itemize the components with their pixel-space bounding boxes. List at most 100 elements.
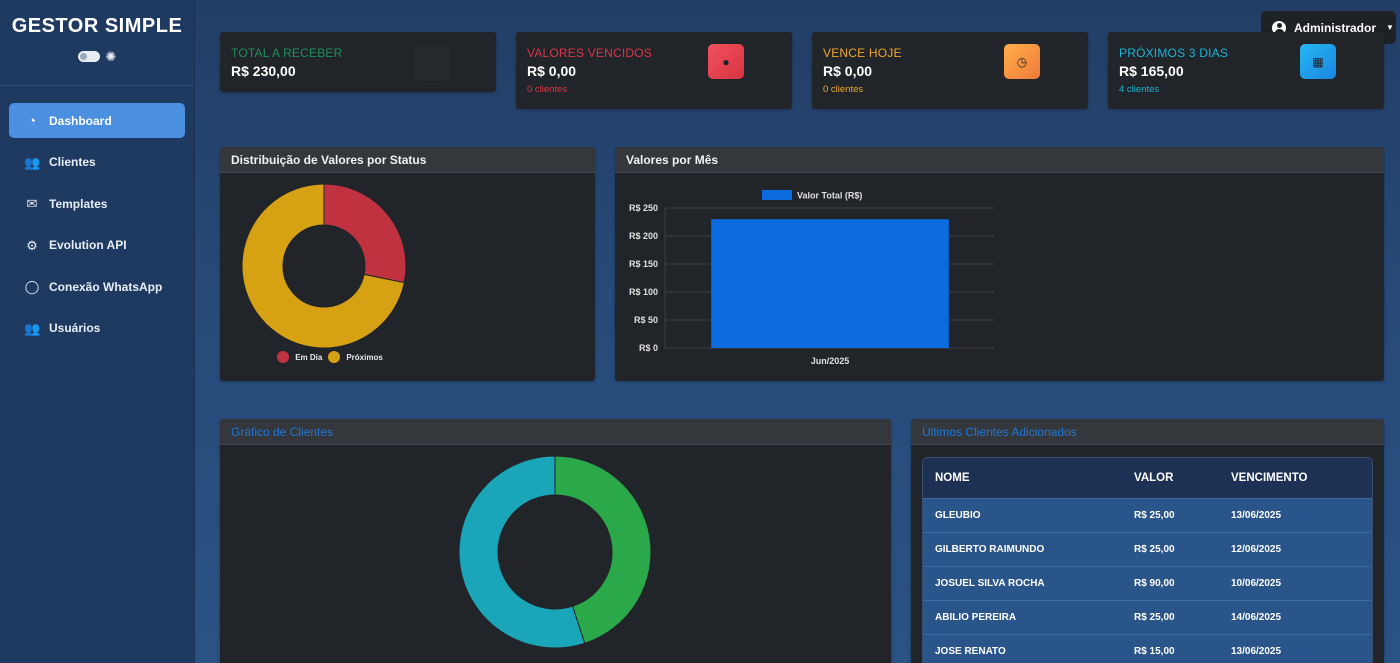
sidebar-item-clientes[interactable]: 👥 Clientes <box>9 145 185 180</box>
sidebar: GESTOR SIMPLE ✺ ◔ Dashboard 👥 Clientes ✉… <box>0 0 195 663</box>
stat-card-proximos: PRÓXIMOS 3 DIAS R$ 165,00 4 clientes ▦ <box>1108 32 1384 109</box>
bar[interactable] <box>711 219 949 348</box>
sidebar-item-label: Templates <box>49 196 108 211</box>
sidebar-item-conexao-whatsapp[interactable]: ◯ Conexão WhatsApp <box>9 269 185 304</box>
sidebar-item-evolution-api[interactable]: ⚙ Evolution API <box>9 228 185 263</box>
column-header-valor: VALOR <box>1134 472 1174 484</box>
sidebar-nav: ◔ Dashboard 👥 Clientes ✉ Templates ⚙ Evo… <box>0 86 194 346</box>
panel-title: Valores por Mês <box>615 147 1384 173</box>
theme-tools: ✺ <box>0 50 194 63</box>
sidebar-item-label: Usuários <box>49 321 101 335</box>
caret-down-icon: ▼ <box>1386 23 1394 32</box>
y-tick-label: R$ 100 <box>629 287 658 297</box>
latest-clients-panel: Últimos Clientes Adicionados NOME VALOR … <box>911 419 1384 663</box>
y-tick-label: R$ 150 <box>629 259 658 269</box>
sidebar-item-label: Evolution API <box>49 238 127 252</box>
legend-label: Valor Total (R$) <box>797 191 862 201</box>
table-row[interactable]: ABILIO PEREIRA R$ 25,00 14/06/2025 <box>923 600 1372 634</box>
clock-icon: ◷ <box>1004 44 1040 79</box>
column-header-vencimento: VENCIMENTO <box>1231 472 1308 484</box>
brand-title: GESTOR SIMPLE <box>11 15 183 37</box>
stat-value: R$ 0,00 <box>527 63 577 79</box>
stat-card-vence-hoje: VENCE HOJE R$ 0,00 0 clientes ◷ <box>812 32 1088 109</box>
x-tick-label: Jun/2025 <box>811 356 850 366</box>
stat-label: TOTAL A RECEBER <box>231 46 343 60</box>
legend-label: Em Dia <box>295 352 323 362</box>
legend-label: Próximos <box>346 352 383 362</box>
stat-card-total: TOTAL A RECEBER R$ 230,00 <box>220 32 496 92</box>
cell-vencimento: 10/06/2025 <box>1231 578 1282 589</box>
y-tick-label: R$ 50 <box>634 315 658 325</box>
table-row[interactable]: JOSE RENATO R$ 15,00 13/06/2025 <box>923 634 1372 663</box>
panel-title: Distribuição de Valores por Status <box>220 147 595 173</box>
cell-vencimento: 13/06/2025 <box>1231 510 1282 521</box>
envelope-icon: ✉ <box>26 196 38 211</box>
panel-title: Gráfico de Clientes <box>220 419 891 445</box>
cell-nome: GLEUBIO <box>935 510 981 521</box>
sidebar-item-templates[interactable]: ✉ Templates <box>9 186 185 221</box>
stat-sub: 0 clientes <box>823 84 864 95</box>
status-donut-slice[interactable] <box>323 183 407 284</box>
status-donut-slice[interactable] <box>241 183 405 349</box>
sidebar-item-dashboard[interactable]: ◔ Dashboard <box>9 103 185 138</box>
sun-icon[interactable]: ✺ <box>105 49 117 64</box>
monthly-values-panel: Valores por Mês R$ 0 R$ 50 R$ 100 R$ 150 R$ … <box>615 147 1384 381</box>
clients-donut-slice[interactable] <box>458 455 586 649</box>
cell-vencimento: 12/06/2025 <box>1231 544 1282 555</box>
column-header-nome: NOME <box>935 472 970 484</box>
cell-nome: ABILIO PEREIRA <box>935 612 1017 623</box>
panel-title: Últimos Clientes Adicionados <box>911 419 1384 445</box>
status-donut-chart <box>241 183 407 349</box>
table-row[interactable]: GILBERTO RAIMUNDO R$ 25,00 12/06/2025 <box>923 532 1372 566</box>
table-header: NOME VALOR VENCIMENTO <box>923 458 1372 498</box>
dashboard-gauge-icon: ◔ <box>28 113 36 128</box>
user-circle-icon <box>1272 20 1286 35</box>
user-menu-label: Administrador <box>1294 20 1377 35</box>
stat-card-vencidos: VALORES VENCIDOS R$ 0,00 0 clientes ● <box>516 32 792 109</box>
brand: GESTOR SIMPLE ✺ <box>0 0 194 86</box>
legend-swatch <box>762 190 792 200</box>
cell-nome: GILBERTO RAIMUNDO <box>935 544 1045 555</box>
stat-label: VENCE HOJE <box>823 46 902 60</box>
cell-vencimento: 14/06/2025 <box>1231 612 1282 623</box>
cell-valor: R$ 25,00 <box>1134 612 1175 623</box>
y-tick-label: R$ 200 <box>629 231 658 241</box>
cell-nome: JOSE RENATO <box>935 646 1006 657</box>
cell-valor: R$ 90,00 <box>1134 578 1175 589</box>
sidebar-item-usuarios[interactable]: 👥 Usuários <box>9 311 185 346</box>
cell-nome: JOSUEL SILVA ROCHA <box>935 578 1045 589</box>
latest-clients-table: NOME VALOR VENCIMENTO GLEUBIO R$ 25,00 1… <box>922 457 1373 663</box>
whatsapp-icon: ◯ <box>24 279 40 294</box>
sidebar-item-label: Conexão WhatsApp <box>49 279 163 294</box>
clients-donut-slice[interactable] <box>554 455 652 644</box>
cell-valor: R$ 15,00 <box>1134 646 1175 657</box>
y-tick-label: R$ 0 <box>639 343 658 353</box>
cell-valor: R$ 25,00 <box>1134 510 1175 521</box>
exclamation-circle-icon: ● <box>708 44 744 79</box>
stat-value: R$ 230,00 <box>231 63 296 79</box>
users-icon: 👥 <box>24 154 41 170</box>
stat-value: R$ 165,00 <box>1119 63 1184 79</box>
cell-valor: R$ 25,00 <box>1134 544 1175 555</box>
stat-sub: 0 clientes <box>527 84 568 95</box>
table-row[interactable]: JOSUEL SILVA ROCHA R$ 90,00 10/06/2025 <box>923 566 1372 600</box>
legend-swatch <box>328 351 341 363</box>
y-tick-label: R$ 250 <box>629 203 658 213</box>
sidebar-item-label: Clientes <box>49 155 96 169</box>
stat-label: VALORES VENCIDOS <box>527 46 653 60</box>
legend-swatch <box>277 351 290 363</box>
users-cog-icon: 👥 <box>24 320 41 336</box>
clients-donut-chart <box>458 455 652 649</box>
cell-vencimento: 13/06/2025 <box>1231 646 1282 657</box>
calendar-icon: ▦ <box>1300 44 1336 79</box>
clients-chart-panel: Gráfico de Clientes <box>220 419 891 663</box>
theme-toggle[interactable] <box>77 51 100 62</box>
gear-icon: ⚙ <box>26 237 38 253</box>
status-distribution-panel: Distribuição de Valores por Status Em Di… <box>220 147 595 381</box>
status-chart-legend: Em Dia Próximos <box>220 351 440 363</box>
money-icon <box>414 46 450 81</box>
sidebar-item-label: Dashboard <box>49 113 112 128</box>
stat-value: R$ 0,00 <box>823 63 873 79</box>
table-row[interactable]: GLEUBIO R$ 25,00 13/06/2025 <box>923 498 1372 532</box>
stat-sub: 4 clientes <box>1119 84 1160 95</box>
